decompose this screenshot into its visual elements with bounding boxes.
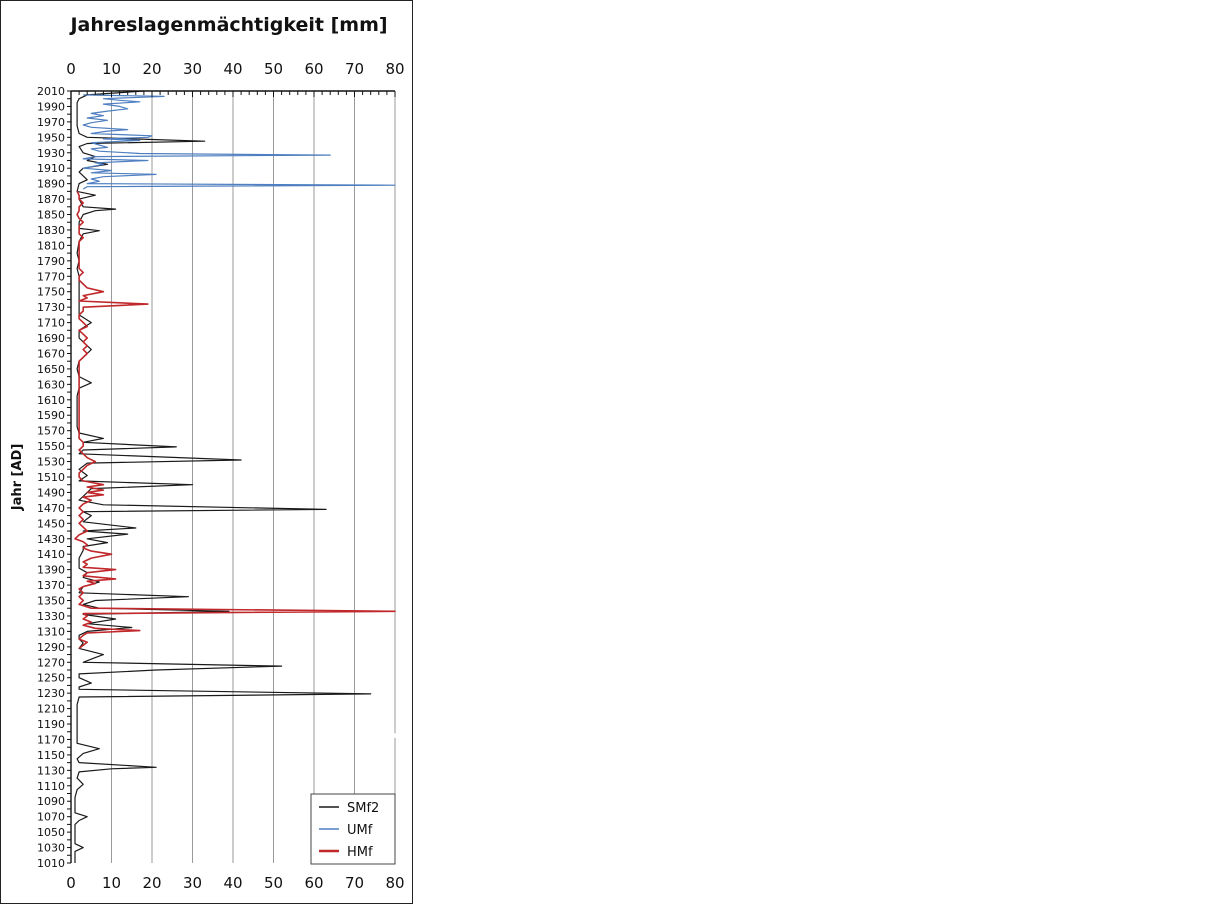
- y-tick-1750: 1750: [37, 286, 65, 299]
- x-tick-top-50: 50: [264, 60, 283, 78]
- x-tick-bottom-20: 20: [142, 874, 161, 892]
- y-tick-1030: 1030: [37, 842, 65, 855]
- x-tick-bottom-70: 70: [345, 874, 364, 892]
- y-axis-label: Jahr [AD]: [10, 444, 25, 512]
- y-tick-1470: 1470: [37, 502, 65, 515]
- y-tick-1010: 1010: [37, 857, 65, 870]
- y-tick-1510: 1510: [37, 471, 65, 484]
- series-layer: [74, 90, 396, 863]
- y-tick-1710: 1710: [37, 317, 65, 330]
- x-tick-bottom-10: 10: [102, 874, 121, 892]
- y-tick-1130: 1130: [37, 764, 65, 777]
- legend-label-umf: UMf: [347, 823, 373, 838]
- y-tick-1910: 1910: [37, 162, 65, 175]
- y-tick-1890: 1890: [37, 178, 65, 191]
- y-tick-1930: 1930: [37, 147, 65, 160]
- y-tick-1590: 1590: [37, 409, 65, 422]
- y-tick-1790: 1790: [37, 255, 65, 268]
- y-tick-1270: 1270: [37, 656, 65, 669]
- y-tick-1830: 1830: [37, 224, 65, 237]
- y-tick-1770: 1770: [37, 270, 65, 283]
- y-tick-1850: 1850: [37, 209, 65, 222]
- y-tick-1070: 1070: [37, 811, 65, 824]
- x-tick-top-30: 30: [183, 60, 202, 78]
- y-tick-1550: 1550: [37, 440, 65, 453]
- x-tick-top-80: 80: [385, 60, 404, 78]
- y-tick-1390: 1390: [37, 564, 65, 577]
- x-tick-top-70: 70: [345, 60, 364, 78]
- legend: SMf2 UMf HMf: [310, 793, 396, 865]
- series-line-umf: [82, 94, 396, 190]
- axes: [67, 90, 396, 864]
- y-tick-1650: 1650: [37, 363, 65, 376]
- y-tick-1310: 1310: [37, 625, 65, 638]
- y-tick-1250: 1250: [37, 672, 65, 685]
- chart-title: Jahreslagenmächtigkeit [mm]: [68, 14, 387, 36]
- y-tick-1570: 1570: [37, 425, 65, 438]
- grid-lines: [111, 91, 396, 863]
- y-tick-1810: 1810: [37, 239, 65, 252]
- chart-frame: Jahreslagenmächtigkeit [mm] Jahr [AD] 0 0…: [0, 0, 413, 904]
- y-tick-2010: 2010: [37, 85, 65, 98]
- y-tick-1190: 1190: [37, 718, 65, 731]
- y-tick-1430: 1430: [37, 533, 65, 546]
- x-tick-bottom-80: 80: [385, 874, 404, 892]
- legend-label-hmf: HMf: [347, 845, 373, 860]
- y-tick-1530: 1530: [37, 456, 65, 469]
- y-tick-1050: 1050: [37, 826, 65, 839]
- x-tick-bottom-0: 0: [66, 874, 76, 892]
- y-tick-1670: 1670: [37, 347, 65, 360]
- y-tick-1210: 1210: [37, 703, 65, 716]
- x-tick-top-10: 10: [102, 60, 121, 78]
- y-tick-1110: 1110: [37, 780, 65, 793]
- y-tick-1690: 1690: [37, 332, 65, 345]
- y-tick-1730: 1730: [37, 301, 65, 314]
- y-tick-1230: 1230: [37, 687, 65, 700]
- x-tick-bottom-40: 40: [223, 874, 242, 892]
- y-tick-1990: 1990: [37, 100, 65, 113]
- x-tick-bottom-60: 60: [304, 874, 323, 892]
- y-tick-1950: 1950: [37, 131, 65, 144]
- legend-label-smf2: SMf2: [347, 801, 379, 816]
- x-tick-top-20: 20: [142, 60, 161, 78]
- x-tick-top-40: 40: [223, 60, 242, 78]
- y-tick-1150: 1150: [37, 749, 65, 762]
- x-tick-top-0: 0: [66, 60, 76, 78]
- x-tick-top-60: 60: [304, 60, 323, 78]
- series-line-smf2: [74, 90, 372, 863]
- y-tick-1970: 1970: [37, 116, 65, 129]
- y-tick-1630: 1630: [37, 378, 65, 391]
- y-tick-1290: 1290: [37, 641, 65, 654]
- y-tick-1370: 1370: [37, 579, 65, 592]
- y-tick-1090: 1090: [37, 795, 65, 808]
- x-tick-bottom-30: 30: [183, 874, 202, 892]
- tick-labels: 0010102020303040405050606070708080201019…: [37, 60, 405, 892]
- y-tick-1410: 1410: [37, 548, 65, 561]
- series-line-hmf: [74, 191, 396, 650]
- y-tick-1610: 1610: [37, 394, 65, 407]
- y-tick-1450: 1450: [37, 517, 65, 530]
- y-tick-1490: 1490: [37, 486, 65, 499]
- chart-svg: Jahreslagenmächtigkeit [mm] Jahr [AD] 0 0…: [10, 14, 405, 892]
- y-tick-1350: 1350: [37, 595, 65, 608]
- y-tick-1170: 1170: [37, 733, 65, 746]
- y-tick-1870: 1870: [37, 193, 65, 206]
- x-tick-bottom-50: 50: [264, 874, 283, 892]
- y-tick-1330: 1330: [37, 610, 65, 623]
